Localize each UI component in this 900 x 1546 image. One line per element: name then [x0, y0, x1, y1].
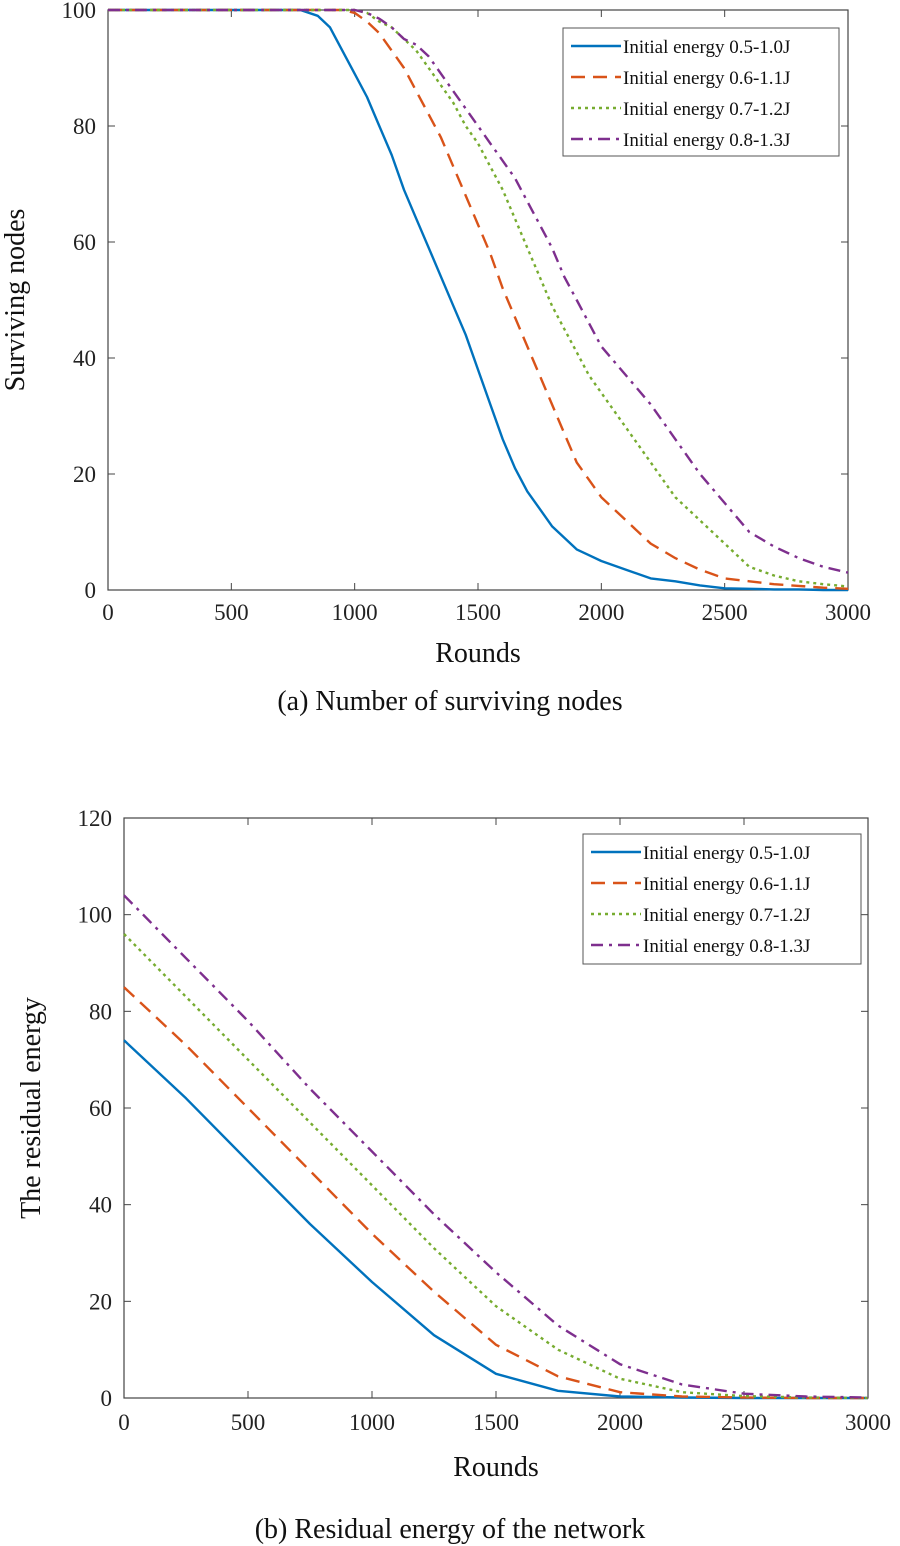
c1-legend-label-3: Initial energy 0.7-1.2J: [643, 905, 810, 926]
c1-ytick-label: 40: [89, 1193, 112, 1218]
c1-xtick-label: 2000: [597, 1410, 643, 1435]
c0-legend-label-2: Initial energy 0.6-1.1J: [623, 68, 790, 89]
c0-y-axis-label: Surviving nodes: [0, 209, 31, 392]
c0-ytick-label: 0: [85, 578, 97, 603]
c1-ytick-label: 120: [78, 806, 113, 831]
c1-xtick-label: 500: [231, 1410, 266, 1435]
c1-legend-label-1: Initial energy 0.5-1.0J: [643, 843, 810, 864]
c0-legend-label-4: Initial energy 0.8-1.3J: [623, 130, 790, 151]
c0-ytick-label: 80: [73, 114, 96, 139]
c0-series-line-2: [108, 8, 849, 590]
c1-ytick-label: 20: [89, 1289, 112, 1314]
c0-ytick-label: 40: [73, 346, 96, 371]
c1-caption: (b) Residual energy of the network: [255, 1514, 646, 1545]
c1-series-line-4: [123, 894, 869, 1399]
c1-xtick-label: 1500: [473, 1410, 519, 1435]
c0-series-line-4: [108, 8, 849, 574]
c1-ytick-label: 0: [101, 1386, 113, 1411]
c1-xtick-label: 2500: [721, 1410, 767, 1435]
c0-x-axis-label: Rounds: [435, 638, 521, 669]
c1-y-axis-label: The residual energy: [16, 997, 47, 1219]
c0-xtick-label: 2500: [702, 600, 748, 625]
c1-series-line-2: [123, 986, 868, 1400]
c0-caption: (a) Number of surviving nodes: [277, 686, 622, 717]
c0-xtick-label: 1500: [455, 600, 501, 625]
c0-xtick-label: 0: [102, 600, 114, 625]
c1-xtick-label: 0: [118, 1410, 130, 1435]
c1-xtick-label: 3000: [845, 1410, 891, 1435]
c0-series-line-1: [108, 8, 848, 592]
c1-xtick-label: 1000: [349, 1410, 395, 1435]
c1-legend: Initial energy 0.5-1.0J Initial energy 0.…: [582, 833, 862, 965]
c1-series-line-3: [123, 933, 869, 1400]
c0-xtick-label: 3000: [825, 600, 871, 625]
c0-legend-box: [562, 27, 840, 157]
chart-residual-energy: 0 500 1000 1500 2000 2500 3000 0 20 40 60 80 100 120 I…: [16, 806, 891, 1545]
c1-ytick-label: 100: [78, 903, 113, 928]
c0-xtick-label: 1000: [332, 600, 378, 625]
chart-surviving-nodes: 0 500 1000 1500 2000 2500 3000 0 20 40 60 80 100 Init…: [0, 0, 871, 717]
c0-xtick-label: 500: [214, 600, 249, 625]
c0-ytick-label: 100: [62, 0, 97, 23]
c0-legend-label-3: Initial energy 0.7-1.2J: [623, 99, 790, 120]
c0-legend: Initial energy 0.5-1.0J Initial energy 0.…: [562, 27, 840, 157]
c0-ytick-label: 20: [73, 462, 96, 487]
c1-x-axis-label: Rounds: [453, 1452, 539, 1483]
c1-ytick-label: 80: [89, 999, 112, 1024]
c0-legend-label-1: Initial energy 0.5-1.0J: [623, 37, 790, 58]
c1-legend-label-4: Initial energy 0.8-1.3J: [643, 936, 810, 957]
c1-ytick-label: 60: [89, 1096, 112, 1121]
c1-legend-label-2: Initial energy 0.6-1.1J: [643, 874, 810, 895]
c0-ytick-label: 60: [73, 230, 96, 255]
c1-legend-box: [582, 833, 862, 965]
c0-xtick-label: 2000: [578, 600, 624, 625]
